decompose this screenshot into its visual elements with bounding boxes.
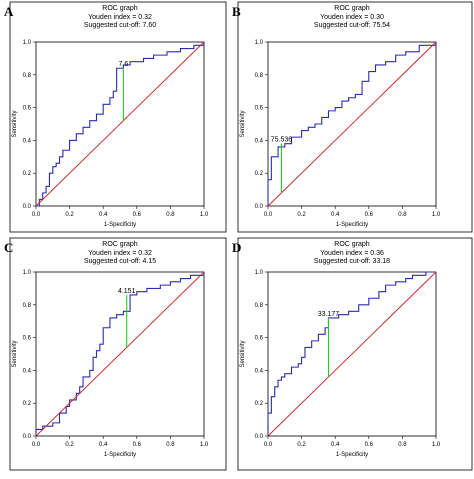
y-axis-label: Sensitivity bbox=[240, 340, 246, 367]
y-tick-label: 0.2 bbox=[255, 171, 264, 177]
x-tick-label: 1.0 bbox=[432, 442, 441, 448]
y-tick-label: 1.0 bbox=[23, 40, 32, 46]
y-tick-label: 0.8 bbox=[255, 303, 264, 309]
x-axis-label: 1-Specificity bbox=[104, 222, 136, 228]
reference-diagonal-line bbox=[267, 41, 437, 207]
chart-subtitle: Suggested cut-off: 33.18 bbox=[314, 258, 390, 265]
chart-title: ROC graph bbox=[102, 241, 138, 248]
x-axis-label: 1-Specificity bbox=[336, 452, 368, 458]
y-tick-label: 1.0 bbox=[23, 270, 32, 276]
x-axis-label: 1-Specificity bbox=[104, 452, 136, 458]
x-tick-label: 0.4 bbox=[331, 212, 340, 218]
y-axis-label: Sensitivity bbox=[240, 110, 246, 137]
y-tick-label: 0.4 bbox=[23, 138, 32, 144]
x-tick-label: 0.8 bbox=[398, 442, 407, 448]
panel-letter: C bbox=[4, 240, 13, 255]
panel-letter: D bbox=[232, 240, 241, 255]
y-tick-label: 0.8 bbox=[23, 73, 32, 79]
chart-title: ROC graph bbox=[334, 241, 370, 248]
x-tick-label: 0.6 bbox=[365, 212, 374, 218]
x-tick-label: 1.0 bbox=[432, 212, 441, 218]
plot-area bbox=[267, 41, 437, 207]
panel-frame bbox=[237, 1, 473, 233]
roc-curve-line bbox=[35, 272, 205, 436]
x-tick-label: 0.2 bbox=[65, 212, 74, 218]
x-tick-label: 0.8 bbox=[166, 212, 175, 218]
x-tick-label: 0.0 bbox=[32, 212, 41, 218]
x-tick-label: 0.0 bbox=[32, 442, 41, 448]
x-tick-label: 0.2 bbox=[297, 442, 306, 448]
x-tick-label: 0.2 bbox=[65, 442, 74, 448]
y-tick-label: 1.0 bbox=[255, 40, 264, 46]
y-tick-label: 0.6 bbox=[255, 106, 264, 112]
x-tick-label: 1.0 bbox=[200, 442, 209, 448]
y-tick-label: 0.8 bbox=[23, 303, 32, 309]
x-tick-label: 1.0 bbox=[200, 212, 209, 218]
y-tick-label: 0.0 bbox=[23, 434, 32, 440]
x-tick-label: 0.8 bbox=[398, 212, 407, 218]
reference-diagonal-line bbox=[35, 41, 205, 207]
chart-subtitle: Suggested cut-off: 4.15 bbox=[84, 258, 156, 265]
y-tick-label: 0.6 bbox=[255, 336, 264, 342]
roc-curve-line bbox=[267, 42, 437, 206]
chart-title: ROC graph bbox=[102, 5, 138, 12]
plot-area bbox=[35, 271, 205, 437]
y-tick-label: 0.6 bbox=[23, 336, 32, 342]
x-tick-label: 0.4 bbox=[331, 442, 340, 448]
chart-subtitle: Youden index = 0.32 bbox=[88, 250, 152, 257]
x-tick-label: 0.6 bbox=[365, 442, 374, 448]
x-tick-label: 0.8 bbox=[166, 442, 175, 448]
x-tick-label: 0.4 bbox=[99, 442, 108, 448]
y-tick-label: 0.2 bbox=[23, 401, 32, 407]
y-tick-label: 0.8 bbox=[255, 73, 264, 79]
x-axis-label: 1-Specificity bbox=[336, 222, 368, 228]
chart-subtitle: Suggested cut-off: 7.60 bbox=[84, 22, 156, 29]
y-tick-label: 0.6 bbox=[23, 106, 32, 112]
y-tick-label: 0.4 bbox=[23, 368, 32, 374]
y-tick-label: 0.4 bbox=[255, 138, 264, 144]
x-tick-label: 0.4 bbox=[99, 212, 108, 218]
x-tick-label: 0.2 bbox=[297, 212, 306, 218]
cutoff-label: 33.177 bbox=[318, 311, 340, 318]
y-axis-label: Sensitivity bbox=[12, 110, 18, 137]
y-tick-label: 0.0 bbox=[255, 434, 264, 440]
panel-frame bbox=[9, 237, 227, 471]
x-tick-label: 0.6 bbox=[133, 442, 142, 448]
chart-subtitle: Youden index = 0.32 bbox=[88, 14, 152, 21]
reference-diagonal-line bbox=[35, 271, 205, 437]
reference-diagonal-line bbox=[267, 271, 437, 437]
cutoff-label: 75.536 bbox=[271, 137, 293, 144]
cutoff-label: 4.151 bbox=[118, 288, 136, 295]
y-tick-label: 0.4 bbox=[255, 368, 264, 374]
panel-letter: B bbox=[232, 4, 241, 19]
y-axis-label: Sensitivity bbox=[12, 340, 18, 367]
chart-title: ROC graph bbox=[334, 5, 370, 12]
y-tick-label: 1.0 bbox=[255, 270, 264, 276]
chart-subtitle: Suggested cut-off: 75.54 bbox=[314, 22, 390, 29]
panel-frame bbox=[9, 1, 227, 233]
panel-frame bbox=[237, 237, 473, 471]
roc-curve-line bbox=[36, 42, 205, 207]
cutoff-label: 7.6 bbox=[118, 61, 128, 68]
plot-area bbox=[267, 271, 437, 437]
chart-subtitle: Youden index = 0.30 bbox=[320, 14, 384, 21]
y-tick-label: 0.2 bbox=[23, 171, 32, 177]
y-tick-label: 0.2 bbox=[255, 401, 264, 407]
y-tick-label: 0.0 bbox=[255, 204, 264, 210]
x-tick-label: 0.0 bbox=[264, 442, 273, 448]
y-tick-label: 0.0 bbox=[23, 204, 32, 210]
chart-subtitle: Youden index = 0.36 bbox=[320, 250, 384, 257]
plot-area bbox=[35, 41, 205, 207]
panel-letter: A bbox=[4, 4, 14, 19]
roc-curve-line bbox=[267, 271, 436, 436]
x-tick-label: 0.0 bbox=[264, 212, 273, 218]
x-tick-label: 0.6 bbox=[133, 212, 142, 218]
